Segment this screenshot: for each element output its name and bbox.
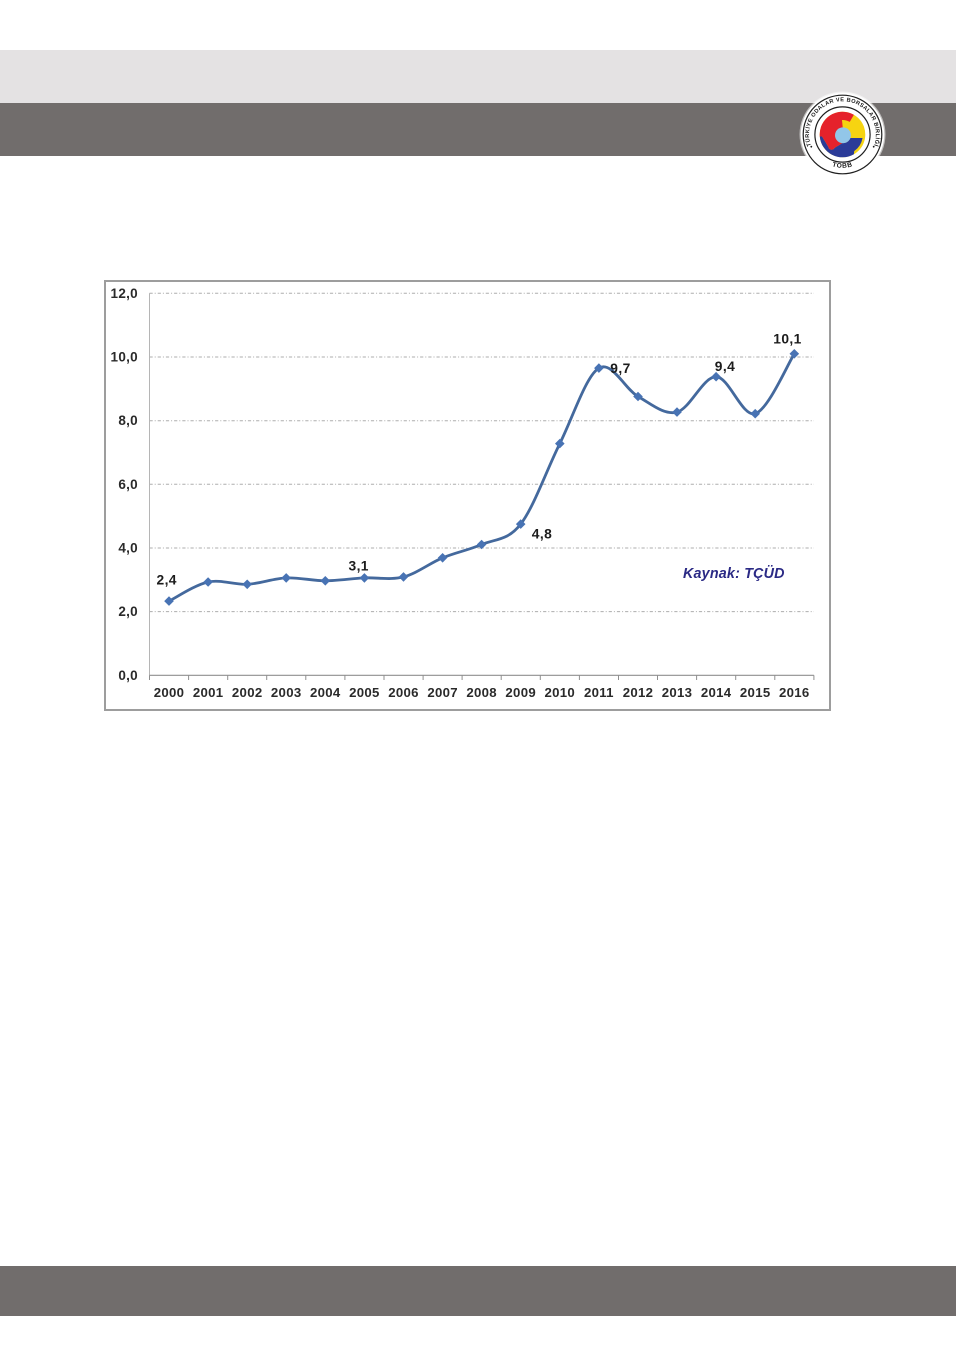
svg-text:2004: 2004 <box>310 685 341 700</box>
svg-text:0,0: 0,0 <box>118 668 138 683</box>
svg-text:2008: 2008 <box>466 685 497 700</box>
svg-text:10,1: 10,1 <box>773 331 801 346</box>
svg-text:2000: 2000 <box>154 685 185 700</box>
svg-text:8,0: 8,0 <box>118 413 138 428</box>
svg-text:10,0: 10,0 <box>111 350 138 365</box>
svg-text:9,7: 9,7 <box>610 361 630 376</box>
svg-text:3,1: 3,1 <box>349 558 369 573</box>
svg-text:6,0: 6,0 <box>118 477 138 492</box>
svg-text:4,8: 4,8 <box>532 526 552 541</box>
svg-text:2,0: 2,0 <box>118 604 138 619</box>
svg-text:9,4: 9,4 <box>715 359 735 374</box>
svg-text:2011: 2011 <box>584 685 614 700</box>
svg-text:2002: 2002 <box>232 685 263 700</box>
svg-text:2007: 2007 <box>427 685 458 700</box>
svg-text:TOBB: TOBB <box>831 161 853 170</box>
svg-text:2,4: 2,4 <box>157 573 177 588</box>
svg-text:2003: 2003 <box>271 685 302 700</box>
svg-text:2001: 2001 <box>193 685 224 700</box>
svg-text:2015: 2015 <box>740 685 771 700</box>
svg-text:12,0: 12,0 <box>111 286 138 301</box>
svg-text:2010: 2010 <box>545 685 576 700</box>
svg-text:4,0: 4,0 <box>118 541 138 556</box>
svg-text:2014: 2014 <box>701 685 732 700</box>
svg-text:2013: 2013 <box>662 685 693 700</box>
svg-text:2012: 2012 <box>623 685 654 700</box>
svg-text:2016: 2016 <box>779 685 810 700</box>
svg-text:Kaynak: TÇÜD: Kaynak: TÇÜD <box>683 565 785 582</box>
svg-text:2009: 2009 <box>505 685 536 700</box>
svg-text:2006: 2006 <box>388 685 419 700</box>
svg-text:2005: 2005 <box>349 685 380 700</box>
